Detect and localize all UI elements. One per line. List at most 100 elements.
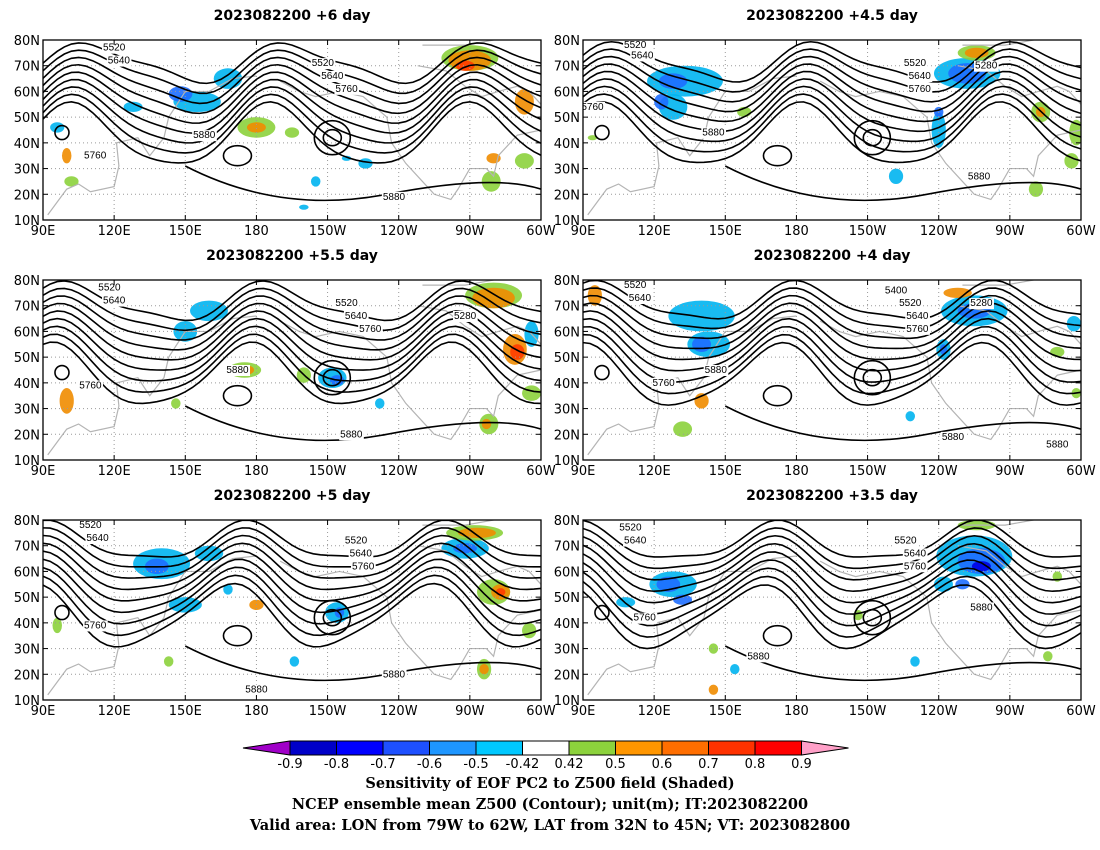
colorbar-tick-label: -0.8 (324, 757, 349, 772)
colorbar-tick-label: 0.5 (605, 757, 626, 772)
sensitivity-shading (289, 656, 300, 667)
contour-label: 5880 (705, 365, 728, 376)
coastline (47, 315, 257, 456)
lon-tick-label: 120W (920, 464, 958, 479)
lat-tick-label: 10N (14, 694, 40, 709)
lon-tick-label: 120W (380, 464, 418, 479)
coastline (819, 80, 1081, 201)
z500-contour (583, 55, 1081, 103)
contour-label: 5640 (904, 548, 927, 559)
cutoff-low-contour (313, 359, 352, 396)
lat-tick-label: 20N (554, 188, 580, 203)
lat-tick-label: 60N (14, 565, 40, 580)
lat-tick-label: 60N (14, 325, 40, 340)
lon-tick-label: 180 (784, 464, 809, 479)
cutoff-low-contour (853, 119, 892, 156)
contour-label: 5760 (909, 84, 932, 95)
coastline (47, 75, 257, 216)
z500-contour (43, 56, 541, 105)
contour-label: 5880 (702, 128, 725, 139)
map-frame (42, 279, 542, 461)
coastline (957, 65, 1081, 105)
cutoff-low-contour (313, 119, 352, 156)
contour-label: 5760 (335, 84, 358, 95)
lon-tick-label: 120W (920, 704, 958, 719)
panel-title: 2023082200 +4.5 day (746, 8, 918, 24)
lon-tick-label: 180 (784, 224, 809, 239)
lon-tick-label: 60W (526, 704, 556, 719)
map-frame (582, 39, 1082, 221)
contour-label: 5400 (885, 285, 908, 296)
cutoff-low-contour (322, 368, 343, 387)
sensitivity-shading (123, 101, 143, 112)
contour-label: 5880 (968, 171, 991, 182)
sensitivity-shading (1069, 119, 1081, 146)
sensitivity-shading (458, 527, 496, 538)
sensitivity-shading (668, 300, 735, 332)
panel-title: 2023082200 +5.5 day (206, 248, 378, 264)
contour-label: 5880 (193, 130, 216, 141)
z500-contour (43, 287, 541, 332)
colorbar-bin (429, 740, 477, 756)
sensitivity-shading (472, 287, 515, 309)
z500-contour (583, 567, 1081, 627)
contour-label: 5760 (634, 613, 657, 624)
colorbar-tick-label: -0.42 (506, 757, 540, 772)
z500-contour (583, 93, 1081, 153)
colorbar-bin (382, 740, 430, 756)
lat-tick-label: 40N (554, 617, 580, 632)
lat-tick-label: 40N (14, 377, 40, 392)
coastline (957, 545, 1081, 585)
lat-tick-label: 50N (554, 351, 580, 366)
map-frame (582, 519, 1082, 701)
lat-tick-label: 70N (554, 60, 580, 75)
sensitivity-shading (955, 579, 970, 590)
lon-tick-label: 60W (526, 224, 556, 239)
sensitivity-shading (522, 385, 541, 401)
z500-contour (583, 85, 1081, 143)
lon-tick-label: 150W (849, 464, 887, 479)
lat-tick-label: 20N (14, 428, 40, 443)
colorbar-tick-label: 0.6 (652, 757, 673, 772)
contour-label: 5520 (624, 40, 647, 51)
lat-tick-label: 70N (554, 300, 580, 315)
z500-contour (583, 302, 1081, 350)
coastline (962, 40, 1034, 46)
cutoff-low-contour (322, 128, 343, 147)
lat-tick-label: 50N (14, 111, 40, 126)
z500-contour (583, 101, 1081, 164)
lat-tick-label: 30N (554, 643, 580, 658)
lat-tick-label: 70N (14, 60, 40, 75)
lon-tick-label: 90W (455, 464, 485, 479)
contour-label: 5760 (906, 324, 929, 335)
lon-tick-label: 120E (638, 224, 671, 239)
lon-tick-label: 90E (31, 704, 56, 719)
map-frame (42, 39, 542, 221)
contour-label: 5880 (1046, 440, 1069, 451)
map-frame (582, 279, 1082, 461)
colorbar-tick-label: 0.8 (745, 757, 766, 772)
lon-tick-label: 90W (455, 224, 485, 239)
lon-tick-label: 180 (244, 464, 269, 479)
z500-contour (43, 341, 541, 405)
contour-label: 5640 (321, 71, 344, 82)
lat-tick-label: 70N (14, 540, 40, 555)
z500-contour-5880 (724, 405, 1081, 442)
lon-tick-label: 120E (98, 464, 131, 479)
lon-tick-label: 150W (309, 464, 347, 479)
closed-contour (54, 124, 70, 141)
z500-contour (43, 49, 541, 95)
lon-tick-label: 90E (571, 224, 596, 239)
z500-contour (583, 520, 1081, 558)
sensitivity-shading (52, 617, 62, 634)
z500-contour (43, 520, 541, 558)
colorbar-bin (475, 740, 523, 756)
colorbar-bin (754, 740, 802, 756)
lon-tick-label: 150W (309, 224, 347, 239)
colorbar-bin (568, 740, 616, 756)
lon-tick-label: 60W (526, 464, 556, 479)
z500-contour (43, 78, 541, 134)
contour-label: 5520 (619, 523, 642, 534)
z500-contour (583, 551, 1081, 604)
z500-contour (583, 341, 1081, 406)
